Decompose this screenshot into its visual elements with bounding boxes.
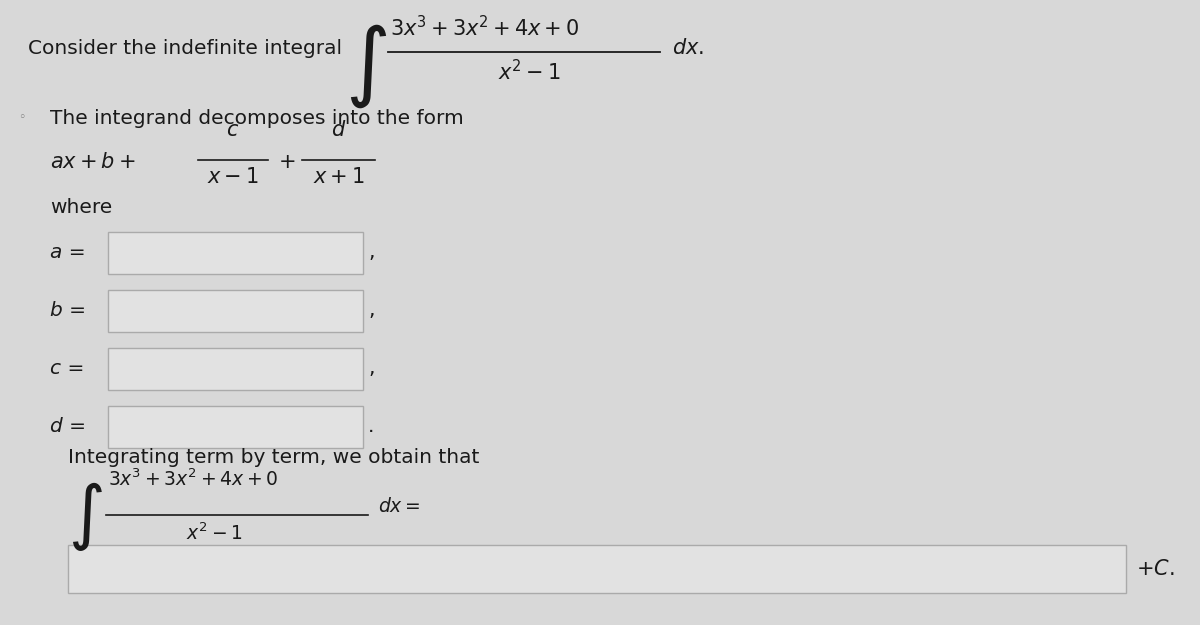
Text: $x^2 - 1$: $x^2 - 1$ [498,59,560,84]
Text: ,: , [368,301,374,321]
Text: .: . [368,418,374,436]
Text: $dx.$: $dx.$ [672,38,704,58]
Text: $3x^3 + 3x^2 + 4x + 0$: $3x^3 + 3x^2 + 4x + 0$ [108,469,278,490]
Text: $c$: $c$ [227,120,240,140]
Text: $+C.$: $+C.$ [1136,559,1175,579]
Text: $d$: $d$ [331,120,346,140]
Text: $x + 1$: $x + 1$ [312,167,365,187]
FancyBboxPatch shape [108,232,364,274]
Text: ◦: ◦ [18,111,25,124]
Text: Consider the indefinite integral: Consider the indefinite integral [28,39,342,58]
Text: $3x^3 + 3x^2 + 4x + 0$: $3x^3 + 3x^2 + 4x + 0$ [390,15,580,40]
Text: b =: b = [50,301,86,321]
Text: c =: c = [50,359,84,379]
Text: The integrand decomposes into the form: The integrand decomposes into the form [50,109,463,127]
FancyBboxPatch shape [108,290,364,332]
Text: $ax + b + $: $ax + b + $ [50,152,136,172]
Text: a =: a = [50,244,85,262]
Text: $dx =$: $dx =$ [378,498,420,516]
Text: Integrating term by term, we obtain that: Integrating term by term, we obtain that [68,448,479,467]
Text: d =: d = [50,418,86,436]
Text: ,: , [368,244,374,262]
FancyBboxPatch shape [108,406,364,448]
FancyBboxPatch shape [68,545,1126,593]
Text: $x^2 - 1$: $x^2 - 1$ [186,522,242,544]
FancyBboxPatch shape [108,348,364,390]
Text: ,: , [368,359,374,379]
Text: $x - 1$: $x - 1$ [208,167,259,187]
Text: $+$: $+$ [278,152,295,172]
Text: $\int$: $\int$ [68,480,103,553]
Text: $\int$: $\int$ [346,22,388,109]
Text: where: where [50,198,113,217]
